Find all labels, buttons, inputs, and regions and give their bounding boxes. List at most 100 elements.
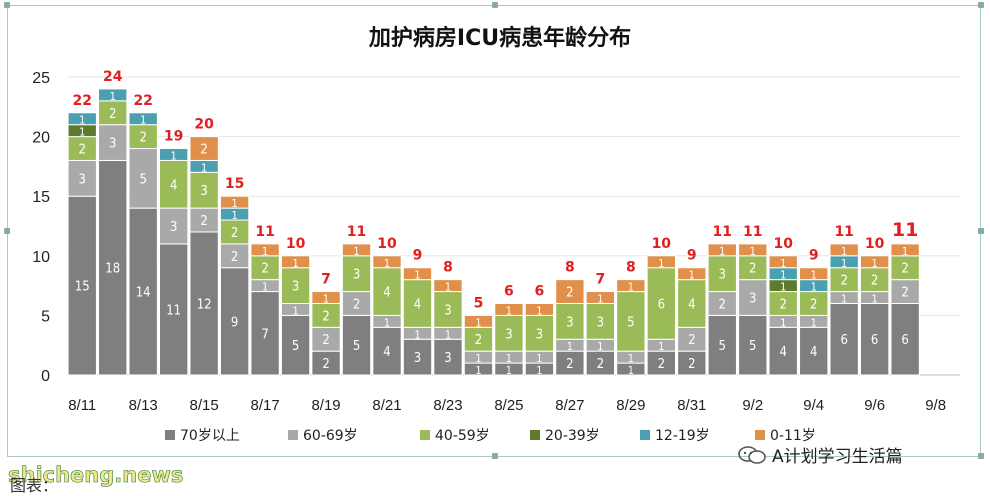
segment-label: 1 [171, 149, 177, 162]
segment-label: 1 [536, 364, 542, 377]
bar-stack-8-23: 3 1 3 1 8 [433, 260, 463, 376]
bar-segment [524, 314, 555, 352]
segment-label: 1 [262, 245, 268, 258]
bar-segment [738, 243, 768, 257]
bar-segment [67, 159, 97, 197]
bar-segment [159, 243, 189, 376]
bar-stack-8-11: 15 3 2 11 22 [67, 93, 97, 376]
segment-label: 3 [444, 351, 451, 366]
segment-label: 15 [75, 280, 90, 295]
segment-label: 4 [383, 286, 390, 301]
segment-label: 1 [536, 304, 542, 317]
segment-label: 1 [353, 245, 359, 258]
segment-label: 5 [292, 339, 299, 354]
resize-handle-right[interactable] [978, 228, 984, 234]
y-tick-label: 15 [32, 189, 50, 206]
bar-segment [768, 255, 798, 269]
bar-segment [67, 112, 97, 126]
total-label: 10 [652, 236, 672, 252]
segment-label: 2 [261, 262, 268, 277]
segment-label: 1 [780, 257, 786, 270]
segment-label: 1 [445, 328, 451, 341]
x-tick-label: 9/4 [803, 397, 824, 414]
resize-handle-left[interactable] [4, 228, 10, 234]
bar-stack-8-13: 14 5 2 1 22 [128, 93, 158, 376]
x-tick-label: 8/17 [251, 397, 280, 414]
segment-label: 1 [597, 293, 603, 306]
segment-label: 2 [688, 357, 695, 372]
x-tick-label: 8/19 [311, 397, 340, 414]
bar-segment [311, 291, 341, 304]
bar-segment [463, 314, 494, 328]
segment-label: 2 [658, 357, 665, 372]
total-label: 9 [687, 248, 697, 264]
bar-segment [128, 112, 158, 126]
segment-label: 2 [139, 131, 146, 146]
bar-stack-8-22: 3 1 4 1 9 [402, 248, 433, 376]
segment-label: 1 [384, 316, 390, 329]
bar-segment [646, 255, 676, 269]
total-label: 10 [865, 236, 885, 252]
segment-label: 2 [231, 226, 238, 241]
segment-label: 1 [506, 352, 512, 365]
watermark: shicheng.news [8, 463, 184, 488]
segment-label: 9 [231, 315, 238, 330]
bar-stack-8-28: 2 1 3 1 7 [585, 272, 616, 376]
segment-label: 5 [719, 339, 726, 354]
segment-label: 1 [323, 293, 329, 306]
total-label: 8 [626, 260, 636, 276]
segment-label: 3 [719, 268, 726, 283]
segment-label: 1 [506, 364, 512, 377]
resize-handle-top-left[interactable] [4, 2, 10, 8]
bar-segment [402, 279, 433, 328]
bar-segment [159, 207, 189, 245]
bar-segment [372, 267, 402, 316]
total-label: 11 [255, 224, 274, 240]
resize-handle-top-right[interactable] [978, 2, 984, 8]
x-tick-label: 8/23 [433, 397, 462, 414]
segment-label: 1 [719, 245, 725, 258]
segment-label: 2 [780, 297, 787, 312]
segment-label: 1 [628, 364, 634, 377]
segment-label: 2 [109, 107, 116, 122]
segment-label: 1 [110, 90, 116, 103]
segment-label: 4 [810, 345, 817, 360]
segment-label: 1 [597, 340, 603, 353]
segment-label: 1 [414, 328, 420, 341]
segment-label: 2 [79, 143, 86, 158]
bar-stack-8-12: 18 3 2 1 24 [98, 69, 128, 376]
segment-label: 1 [658, 257, 664, 270]
segment-label: 5 [627, 315, 634, 330]
segment-label: 1 [292, 304, 298, 317]
bar-segment [402, 267, 433, 281]
segment-label: 5 [749, 339, 756, 354]
x-tick-label: 8/15 [190, 397, 219, 414]
resize-handle-top[interactable] [492, 2, 498, 8]
segment-label: 1 [811, 316, 817, 329]
resize-handle-bottom-right[interactable] [978, 453, 984, 459]
total-label: 8 [565, 260, 575, 276]
legend-item: 20-39岁 [530, 428, 600, 444]
x-tick-label: 8/25 [494, 397, 523, 414]
segment-label: 1 [232, 197, 238, 210]
resize-handle-bottom[interactable] [492, 453, 498, 459]
legend-label: 70岁以上 [180, 428, 240, 444]
segment-label: 1 [292, 257, 298, 270]
x-tick-label: 8/21 [372, 397, 401, 414]
segment-label: 1 [780, 269, 786, 282]
segment-label: 6 [871, 333, 878, 348]
bar-segment [250, 243, 280, 257]
bar-segment [219, 195, 250, 209]
segment-label: 1 [475, 316, 481, 329]
bar-segment [280, 255, 311, 269]
bar-stack-8-16: 9 2 2 11 15 [219, 176, 250, 376]
segment-label: 2 [901, 262, 908, 277]
bar-segment [646, 267, 676, 340]
segment-label: 3 [566, 315, 573, 330]
bar-segment [128, 148, 158, 209]
